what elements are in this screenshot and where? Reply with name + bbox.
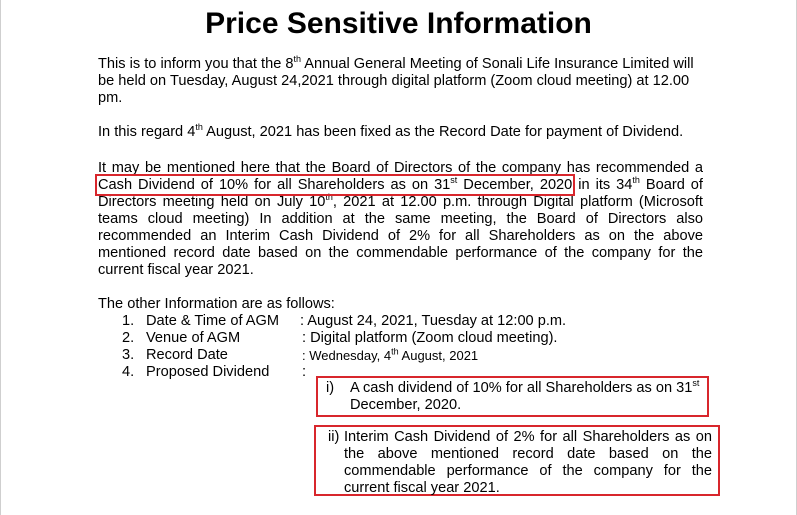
- cash-dividend-text-b: December, 2020.: [350, 397, 462, 413]
- cash-dividend-sup: st: [692, 378, 700, 389]
- record-text-b: August, 2021 has been fixed as the Recor…: [202, 124, 684, 140]
- list-number: 4.: [122, 364, 135, 380]
- interim-line: current fiscal year 2021.: [344, 480, 500, 496]
- list-number: 1.: [122, 313, 135, 329]
- list-number: 3.: [122, 347, 135, 363]
- board-text-d: , 2021 at 12.00 p.m. through Digital pla…: [98, 194, 703, 278]
- record-date-paragraph: In this regard 4th August, 2021 has been…: [98, 122, 703, 141]
- board-ordinal-sup: th: [632, 175, 640, 186]
- highlight-text-a: Cash Dividend of 10% for all Shareholder…: [98, 177, 451, 193]
- list-label: Venue of AGM: [146, 330, 241, 346]
- record-date-sup: th: [391, 346, 399, 357]
- record-ordinal-sup: th: [195, 122, 203, 133]
- interim-line: Interim Cash Dividend of 2% for all Shar…: [344, 429, 712, 445]
- agm-ordinal-sup: th: [293, 54, 301, 65]
- list-value: : Wednesday, 4th August, 2021: [302, 347, 478, 364]
- interim-line: the above mentioned record date based on…: [344, 446, 712, 462]
- list-value: : Digital platform (Zoom cloud meeting).: [302, 330, 558, 346]
- roman-numeral: ii): [328, 429, 340, 445]
- cash-dividend-text-a: A cash dividend of 10% for all Sharehold…: [350, 380, 693, 396]
- highlighted-cash-dividend: Cash Dividend of 10% for all Shareholder…: [94, 174, 576, 196]
- dividend-recommendation-paragraph: It may be mentioned here that the Board …: [94, 160, 703, 279]
- record-text-a: In this regard 4: [98, 124, 196, 140]
- list-value: : August 24, 2021, Tuesday at 12:00 p.m.: [300, 313, 567, 329]
- cash-dividend-text: A cash dividend of 10% for all Sharehold…: [350, 378, 700, 414]
- page-title: Price Sensitive Information: [205, 7, 592, 40]
- board-text-b: in its 34: [572, 177, 633, 193]
- agm-text-b: Annual General Meeting of Sonali Life In…: [98, 56, 694, 106]
- list-label: Date & Time of AGM: [146, 313, 280, 329]
- agm-text-a: This is to inform you that the 8: [98, 56, 294, 72]
- interim-dividend-text: Interim Cash Dividend of 2% for all Shar…: [344, 429, 712, 497]
- interim-line: commendable performance of the company f…: [344, 463, 712, 479]
- record-date-value-b: August, 2021: [398, 348, 479, 363]
- highlight-ordinal-sup: st: [450, 175, 458, 186]
- highlight-text-b: December, 2020: [457, 177, 573, 193]
- board-text-a: It may be mentioned here that the Board …: [98, 160, 703, 176]
- cash-dividend-box: i) A cash dividend of 10% for all Shareh…: [316, 376, 709, 417]
- list-value: :: [302, 364, 307, 380]
- agm-notice-paragraph: This is to inform you that the 8th Annua…: [98, 54, 703, 107]
- list-number: 2.: [122, 330, 135, 346]
- list-label: Record Date: [146, 347, 228, 363]
- page-left-edge: [0, 0, 1, 515]
- other-info-heading: The other Information are as follows:: [98, 296, 335, 312]
- roman-numeral: i): [326, 380, 335, 396]
- interim-dividend-box: ii) Interim Cash Dividend of 2% for all …: [314, 425, 720, 496]
- board-text-c: Board of Directors meeting held on July …: [98, 177, 703, 210]
- july-ordinal-sup: th: [325, 192, 333, 203]
- list-label: Proposed Dividend: [146, 364, 270, 380]
- record-date-value-a: : Wednesday, 4: [302, 348, 392, 363]
